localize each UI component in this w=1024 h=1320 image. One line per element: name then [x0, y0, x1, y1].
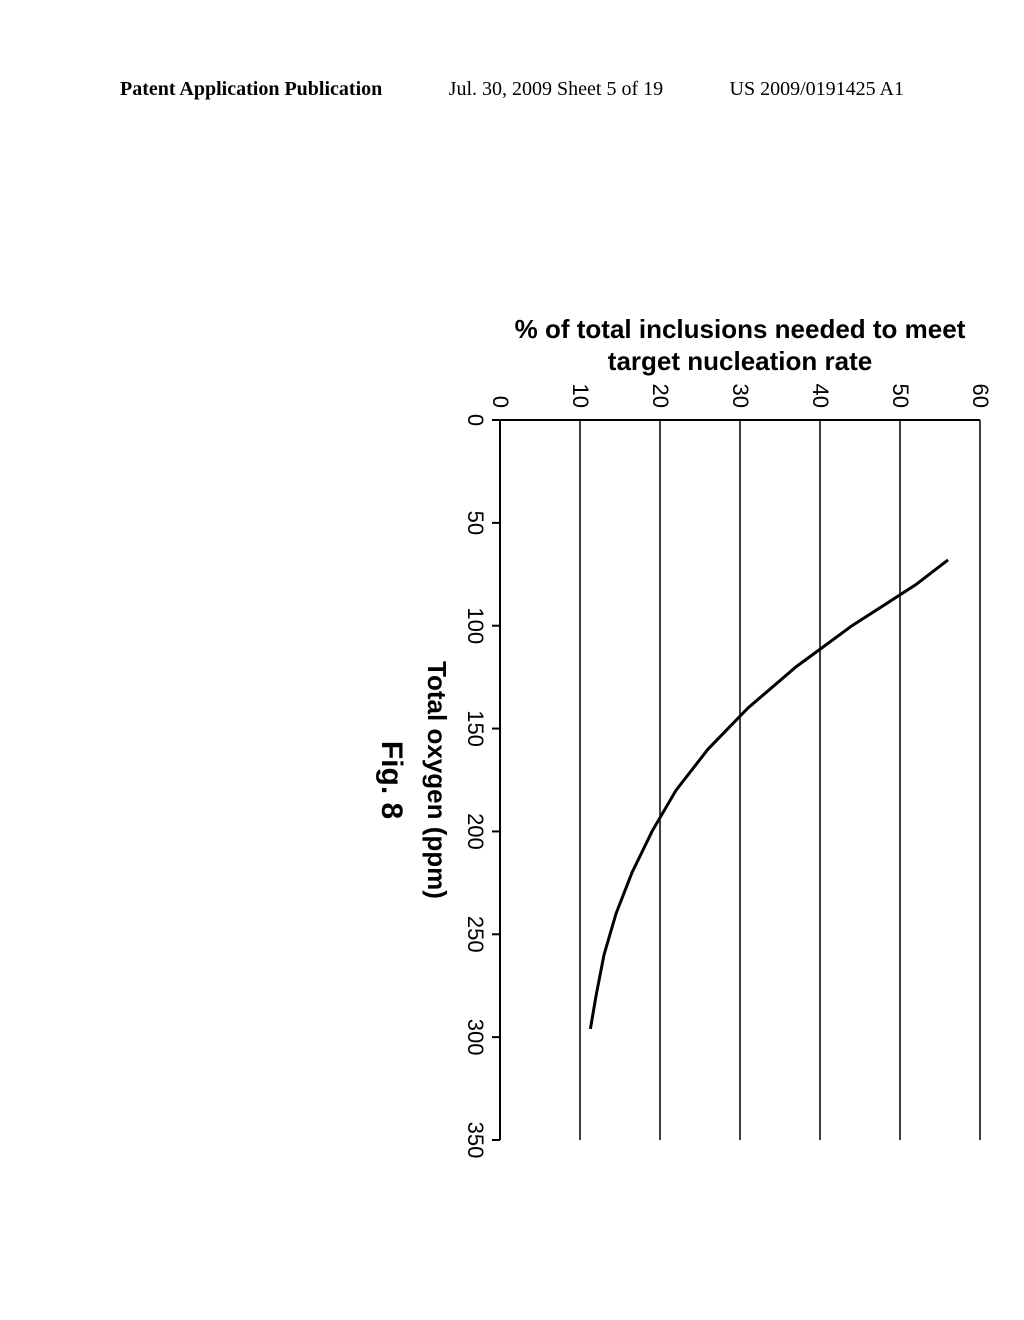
y-tick-label: 30	[728, 384, 753, 408]
x-tick-label: 250	[463, 916, 488, 953]
x-tick-label: 150	[463, 710, 488, 747]
x-tick-label: 350	[463, 1122, 488, 1159]
y-tick-label: 60	[968, 384, 993, 408]
x-tick-label: 0	[463, 414, 488, 426]
x-tick-label: 100	[463, 607, 488, 644]
y-axis-title-line1: % of total inclusions needed to meet	[515, 314, 966, 344]
y-tick-label: 10	[568, 384, 593, 408]
y-tick-label: 50	[888, 384, 913, 408]
plot-area: 0 50 100 150 200 250 300 350 0 10 20 30 40 50 60	[463, 384, 993, 1159]
header-left: Patent Application Publication	[120, 78, 382, 101]
x-tick-label: 200	[463, 813, 488, 850]
x-tick-label: 50	[463, 511, 488, 535]
chart-svg: 0 50 100 150 200 250 300 350 0 10 20 30 40 50 60 Tota…	[260, 300, 1020, 1300]
curve	[590, 560, 948, 1029]
header-center: Jul. 30, 2009 Sheet 5 of 19	[449, 78, 663, 101]
page-header: Patent Application Publication Jul. 30, …	[0, 78, 1024, 101]
y-tick-label: 40	[808, 384, 833, 408]
y-tick-label: 20	[648, 384, 673, 408]
y-axis-title-line2: target nucleation rate	[608, 346, 872, 376]
header-right: US 2009/0191425 A1	[730, 78, 904, 101]
figure-container: 050100150200250300350 0102030405060 Tota…	[20, 300, 1020, 1060]
x-tick-label: 300	[463, 1019, 488, 1056]
x-axis-title: Total oxygen (ppm)	[422, 661, 452, 899]
figure-caption: Fig. 8	[375, 741, 408, 819]
y-tick-label: 0	[488, 396, 513, 408]
y-axis-title: % of total inclusions needed to meet tar…	[515, 314, 966, 376]
